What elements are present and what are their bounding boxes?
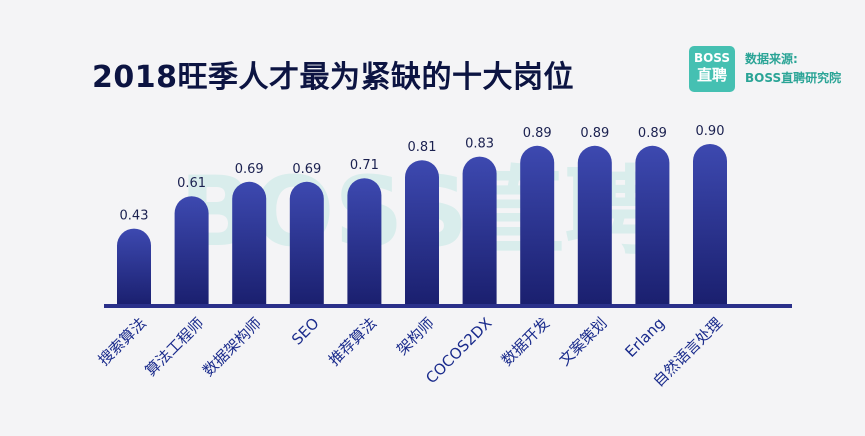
data-label-4: 0.71 (350, 158, 379, 173)
bar-1 (174, 196, 209, 306)
category-label-1: 算法工程师 (142, 314, 208, 380)
boss-logo: BOSS 直聘 (689, 46, 735, 92)
bar-7 (520, 145, 555, 306)
bar-0 (117, 228, 151, 306)
category-label-0: 搜索算法 (95, 314, 150, 369)
category-label-8: 文案策划 (555, 314, 610, 369)
bar-5 (405, 160, 439, 306)
category-label-3: SEO (288, 314, 323, 349)
logo-line-2: 直聘 (696, 66, 727, 84)
bar-9 (635, 145, 670, 306)
source-label: 数据来源: (745, 52, 798, 66)
category-label-5: 架构师 (393, 314, 438, 359)
data-label-10: 0.90 (696, 124, 725, 139)
data-label-6: 0.83 (465, 137, 494, 152)
bar-4 (347, 178, 382, 306)
bar-8 (577, 145, 612, 306)
data-label-8: 0.89 (580, 126, 609, 141)
chart-title: 2018旺季人才最为紧缺的十大岗位 (92, 60, 574, 95)
bar-10 (693, 144, 727, 306)
data-label-9: 0.89 (638, 126, 667, 141)
data-label-7: 0.89 (523, 126, 552, 141)
source-name: BOSS直聘研究院 (745, 71, 842, 85)
category-label-7: 数据开发 (498, 314, 553, 369)
logo-line-1: BOSS (693, 51, 731, 65)
data-source: 数据来源: BOSS直聘研究院 (745, 50, 841, 88)
category-label-9: Erlang (622, 314, 669, 361)
bar-6 (462, 156, 497, 306)
category-label-2: 数据架构师 (199, 314, 265, 380)
data-label-3: 0.69 (292, 162, 321, 177)
data-label-1: 0.61 (177, 176, 206, 191)
data-label-2: 0.69 (235, 162, 264, 177)
bar-2 (232, 181, 267, 306)
bar-3 (289, 181, 324, 306)
data-label-0: 0.43 (120, 209, 149, 224)
data-label-5: 0.81 (408, 140, 437, 155)
category-label-4: 推荐算法 (325, 314, 380, 369)
